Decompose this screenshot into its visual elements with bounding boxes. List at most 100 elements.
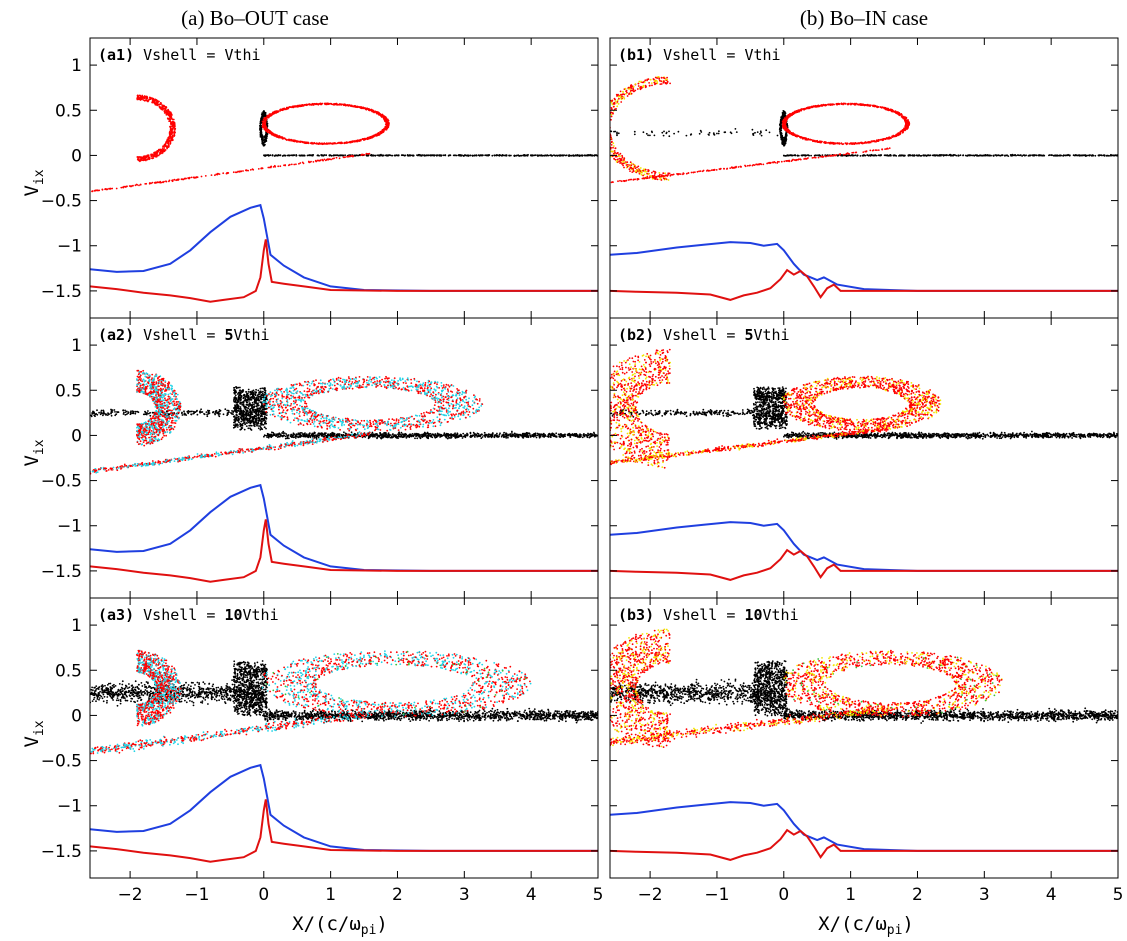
- scatter-point: [307, 160, 310, 163]
- scatter-point: [299, 141, 302, 144]
- scatter-point: [614, 158, 617, 161]
- scatter-point: [943, 154, 946, 157]
- scatter-point: [244, 169, 247, 172]
- scatter-point: [729, 167, 732, 170]
- scatter-point: [471, 154, 474, 157]
- scatter-point: [863, 141, 866, 144]
- scatter-point: [653, 81, 656, 84]
- scatter-point: [648, 84, 651, 87]
- scatter-point: [263, 111, 266, 114]
- scatter-point: [315, 159, 317, 162]
- y-tick-label: 1: [71, 56, 82, 76]
- scatter-point: [827, 155, 830, 157]
- scatter-point: [560, 154, 562, 157]
- scatter-point: [581, 436, 584, 439]
- scatter-point: [216, 173, 219, 176]
- scatter-point: [187, 177, 190, 180]
- scatter-point: [855, 151, 858, 154]
- scatter-point: [620, 93, 622, 96]
- scatter-point: [376, 110, 378, 113]
- scatter-point: [570, 154, 573, 157]
- scatter-point: [153, 99, 156, 101]
- scatter-point: [702, 169, 705, 172]
- scatter-point: [869, 154, 872, 157]
- scatter-point: [355, 106, 358, 108]
- scatter-point: [811, 157, 814, 159]
- scatter-point: [1040, 154, 1042, 157]
- scatter-point: [781, 143, 784, 145]
- scatter-point: [812, 105, 815, 107]
- scatter-point: [367, 153, 370, 155]
- scatter-point: [143, 97, 145, 99]
- scatter-point: [779, 124, 781, 126]
- panel-condition-suffix: Vthi: [224, 46, 260, 64]
- scatter-point: [643, 173, 646, 176]
- scatter-point: [261, 167, 264, 170]
- scatter-point: [633, 165, 636, 168]
- scatter-point: [883, 154, 886, 157]
- scatter-point: [945, 154, 948, 157]
- scatter-point: [345, 104, 348, 107]
- scatter-point: [888, 147, 891, 150]
- scatter-point: [142, 99, 145, 101]
- scatter-point: [606, 117, 608, 119]
- scatter-point: [412, 155, 414, 157]
- scatter-point: [603, 135, 605, 137]
- scatter-point: [318, 159, 321, 162]
- scatter-point: [656, 82, 659, 85]
- scatter-point: [285, 139, 288, 141]
- scatter-point: [646, 172, 648, 175]
- scatter-point: [784, 140, 787, 143]
- scatter-point: [851, 102, 854, 105]
- scatter-point: [647, 169, 649, 171]
- scatter-point: [152, 98, 154, 101]
- scatter-point: [853, 142, 856, 145]
- column-title-a: (a) Bo–OUT case: [181, 6, 329, 30]
- scatter-point: [520, 154, 523, 157]
- scatter-point: [905, 122, 907, 125]
- scatter-point: [605, 112, 607, 114]
- scatter-point: [907, 154, 910, 157]
- scatter-point: [677, 130, 680, 133]
- scatter-point: [380, 131, 382, 134]
- scatter-point: [682, 172, 685, 175]
- scatter-point: [607, 124, 609, 126]
- scatter-point: [605, 109, 607, 111]
- scatter-point: [149, 97, 152, 99]
- scatter-point: [739, 165, 742, 168]
- scatter-point: [668, 135, 671, 138]
- scatter-point: [267, 154, 270, 157]
- scatter-point: [792, 113, 795, 115]
- scatter-point: [658, 78, 661, 80]
- scatter-point: [658, 172, 661, 174]
- scatter-point: [788, 131, 791, 134]
- scatter-point: [660, 175, 663, 178]
- scatter-point: [1052, 154, 1055, 157]
- scatter-point: [787, 159, 789, 162]
- scatter-point: [716, 132, 718, 135]
- scatter-point: [359, 105, 361, 108]
- scatter-point: [606, 118, 608, 120]
- scatter-point: [161, 152, 163, 155]
- scatter-point: [887, 148, 889, 150]
- scatter-point: [873, 140, 876, 143]
- scatter-point: [905, 117, 908, 120]
- scatter-point: [294, 105, 297, 107]
- scatter-point: [784, 113, 786, 116]
- scatter-point: [613, 158, 616, 160]
- scatter-point: [611, 100, 613, 102]
- scatter-point: [912, 154, 914, 157]
- scatter-point: [279, 108, 282, 111]
- scatter-point: [180, 178, 183, 181]
- scatter-point: [805, 107, 808, 110]
- scatter-point: [606, 136, 608, 138]
- scatter-point: [608, 140, 610, 142]
- scatter-point: [893, 154, 896, 157]
- scatter-point: [964, 154, 967, 157]
- scatter-point: [871, 149, 874, 152]
- scatter-point: [829, 103, 832, 106]
- scatter-point: [166, 113, 169, 116]
- scatter-point: [645, 132, 648, 135]
- scatter-point: [752, 164, 755, 166]
- scatter-point: [612, 105, 615, 108]
